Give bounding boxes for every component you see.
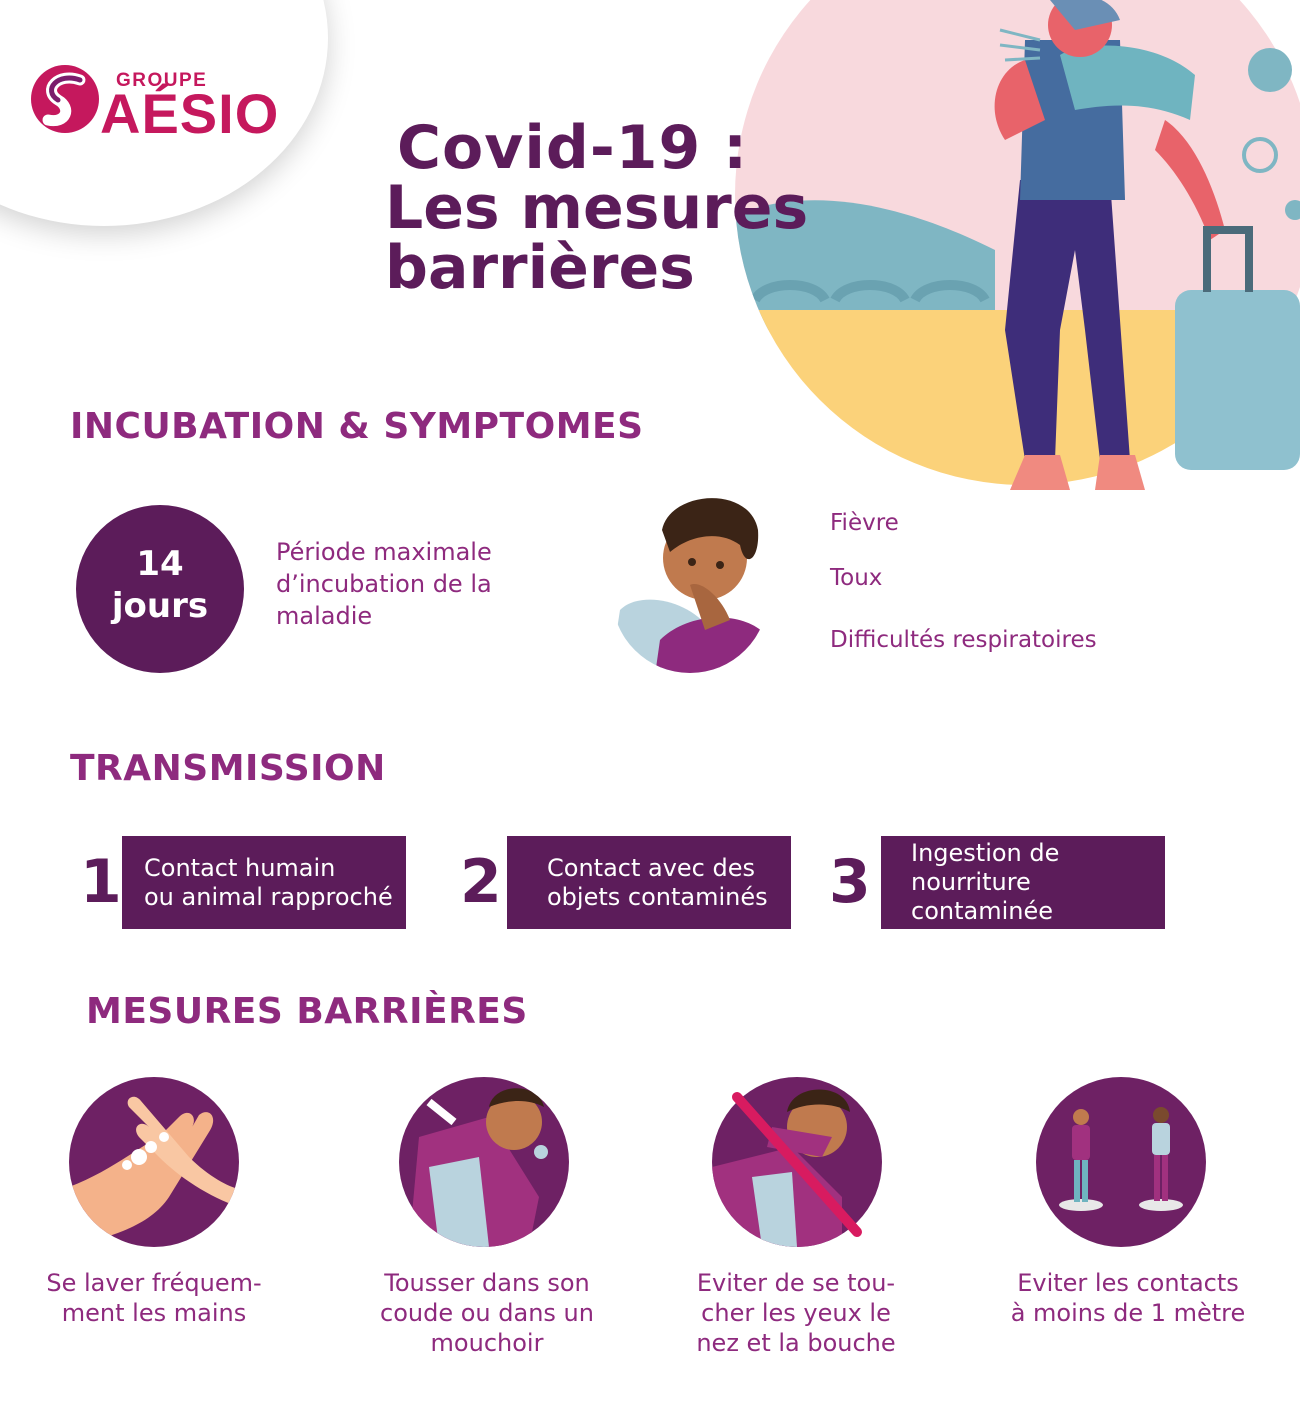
page-title: Covid-19 : Les mesures barrières (385, 118, 808, 298)
symptom-breathing: Difficultés respiratoires (830, 627, 1097, 653)
incubation-days-unit: jours (111, 586, 209, 626)
sick-person-icon (612, 498, 768, 673)
step-text-line: nourriture (911, 868, 1031, 896)
logo-group-label: GROUPE (116, 70, 208, 91)
title-line-1: Covid-19 : (397, 113, 749, 183)
hero-illustration (735, 0, 1300, 490)
transmission-step-1: Contact humain ou animal rapproché (122, 836, 406, 929)
step-text-line: ou animal rapproché (144, 882, 393, 911)
title-line-2: Les mesures (385, 173, 809, 243)
logo-name: AÉSIO (100, 82, 280, 145)
transmission-step-number: 2 (460, 847, 502, 917)
measure-caption-cough: Tousser dans son coude ou dans un moucho… (380, 1269, 594, 1357)
transmission-step-3: Ingestion de nourriture contaminée (881, 836, 1165, 929)
incubation-days-number: 14 (136, 544, 184, 584)
step-text-line: contaminée (911, 897, 1053, 925)
transmission-step-number: 1 (80, 847, 122, 917)
title-line-3: barrières (385, 233, 695, 303)
incubation-days-badge: 14 jours (76, 505, 244, 673)
incubation-description: Période maximale d’incubation de la mala… (276, 538, 492, 630)
measure-caption-no-touch: Eviter de se tou- cher les yeux le nez e… (696, 1269, 896, 1357)
step-text-line: Contact avec des (547, 853, 756, 882)
symptom-fever: Fièvre (830, 510, 899, 536)
distance-icon (1036, 1077, 1206, 1247)
hand-washing-icon (69, 1077, 239, 1247)
measure-caption-wash-hands: Se laver fréquem- ment les mains (46, 1269, 262, 1327)
measures-heading: MESURES BARRIÈRES (86, 991, 528, 1032)
measure-caption-distance: Eviter les contacts à moins de 1 mètre (1010, 1269, 1246, 1327)
symptom-cough: Toux (830, 565, 883, 591)
incubation-heading: INCUBATION & SYMPTOMES (70, 406, 644, 447)
step-text-line: objets contaminés (547, 882, 768, 911)
aesio-logo-icon (31, 65, 99, 133)
no-face-touch-icon (712, 1077, 882, 1247)
transmission-step-number: 3 (829, 847, 871, 917)
step-text-line: Contact humain (144, 853, 336, 882)
transmission-step-2: Contact avec des objets contaminés (507, 836, 791, 929)
step-text-line: Ingestion de (911, 839, 1060, 867)
transmission-heading: TRANSMISSION (70, 748, 386, 789)
cough-elbow-icon (399, 1077, 569, 1247)
